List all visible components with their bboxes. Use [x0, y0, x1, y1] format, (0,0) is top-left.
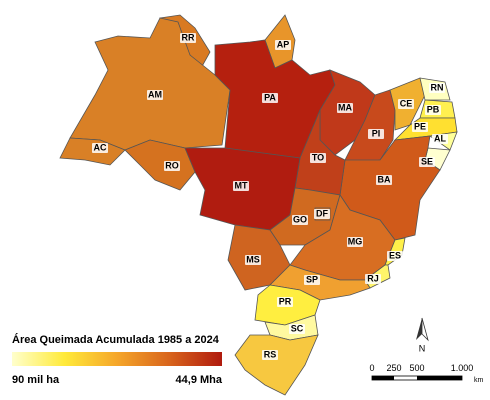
label-halo [432, 134, 448, 144]
state-label: ES [389, 250, 401, 260]
state-label: MS [246, 254, 260, 264]
label-halo [365, 274, 381, 284]
label-halo [310, 153, 326, 163]
label-halo [147, 90, 163, 100]
state-label: AC [94, 142, 107, 152]
scale-label: 250 [386, 363, 401, 373]
state-label: SC [291, 323, 304, 333]
label-halo [292, 215, 308, 225]
label-halo [262, 350, 278, 360]
scale-label: 1.000 [451, 363, 474, 373]
label-halo [368, 129, 384, 139]
state-label: DF [316, 208, 328, 218]
label-halo [304, 275, 320, 285]
label-halo [412, 122, 428, 132]
label-halo [277, 297, 293, 307]
state-label: RS [264, 349, 277, 359]
state [234, 334, 319, 396]
state-label: RN [431, 82, 444, 92]
state-label: BA [378, 174, 391, 184]
label-halo [233, 181, 249, 191]
legend-min: 90 mil ha [12, 374, 60, 386]
label-halo [275, 40, 291, 50]
state [69, 17, 231, 151]
state-label: GO [293, 214, 307, 224]
scale-label: 500 [409, 363, 424, 373]
label-halo [425, 105, 441, 115]
state-label: MA [338, 102, 352, 112]
state-label: SE [421, 156, 433, 166]
label-halo [180, 33, 196, 43]
label-halo [376, 175, 392, 185]
scale-label: 0 [369, 363, 374, 373]
label-halo [429, 83, 445, 93]
state-label: PE [414, 121, 426, 131]
scale-bar: 0 250 500 1.000 km [369, 363, 483, 384]
label-halo [262, 93, 278, 103]
state-label: MT [235, 180, 248, 190]
label-halo [387, 251, 403, 261]
label-halo [347, 237, 363, 247]
label-halo [398, 99, 414, 109]
legend-max: 44,9 Mha [176, 374, 223, 386]
state-label: PR [279, 296, 292, 306]
label-halo [419, 157, 435, 167]
state-label: RJ [367, 273, 379, 283]
state-label: MG [348, 236, 363, 246]
label-halo [164, 161, 180, 171]
state-label: SP [306, 274, 318, 284]
label-halo [92, 143, 108, 153]
state-label: AM [148, 89, 162, 99]
state-label: PI [372, 128, 381, 138]
north-arrow: N [416, 317, 429, 353]
scale-unit: km [474, 377, 484, 384]
state-label: PA [264, 92, 276, 102]
state-label: TO [312, 152, 324, 162]
label-halo [289, 324, 305, 334]
state-label: CE [400, 98, 413, 108]
state-label: PB [427, 104, 440, 114]
state-label: RR [182, 32, 195, 42]
north-label: N [419, 343, 426, 353]
label-halo [314, 209, 330, 219]
state-label: AL [434, 133, 446, 143]
label-halo [245, 255, 261, 265]
legend-bar [12, 352, 222, 366]
state [124, 139, 196, 191]
state-label: AP [277, 39, 290, 49]
label-halo [337, 103, 353, 113]
state-label: RO [165, 160, 179, 170]
legend-title: Área Queimada Acumulada 1985 a 2024 [12, 333, 220, 346]
